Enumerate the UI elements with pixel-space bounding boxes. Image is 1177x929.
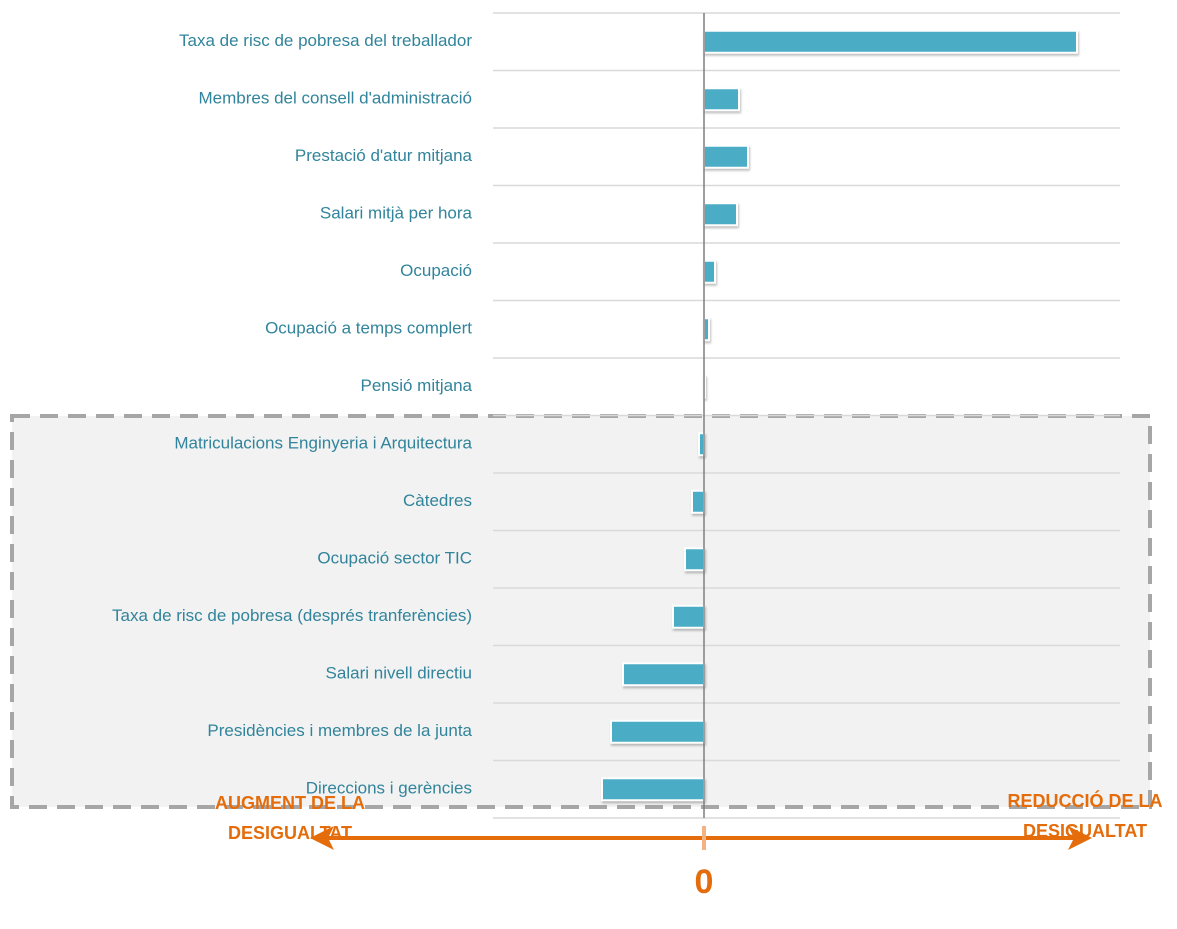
category-label: Càtedres <box>403 491 472 510</box>
bar <box>691 489 705 514</box>
annotation-left: AUGMENT DE LA <box>215 793 365 813</box>
bar <box>684 547 705 572</box>
bar <box>703 202 738 227</box>
bar <box>703 259 716 284</box>
bar <box>622 662 705 687</box>
bar <box>703 144 749 169</box>
category-label: Prestació d'atur mitjana <box>295 146 473 165</box>
category-label: Pensió mitjana <box>360 376 472 395</box>
category-label: Membres del consell d'administració <box>199 89 472 108</box>
arrow-head-right <box>1068 826 1092 850</box>
arrow-head-left <box>310 826 334 850</box>
category-label: Salari mitjà per hora <box>320 204 473 223</box>
category-label: Ocupació a temps complert <box>265 319 472 338</box>
annotation-right: DESIGUALTAT <box>1023 821 1147 841</box>
category-label: Matriculacions Enginyeria i Arquitectura <box>174 434 472 453</box>
annotation-right: REDUCCIÓ DE LA <box>1007 790 1162 811</box>
category-label: Taxa de risc de pobresa del treballador <box>179 31 472 50</box>
category-label: Presidències i membres de la junta <box>207 721 472 740</box>
category-label: Direccions i gerències <box>306 779 472 798</box>
bar <box>610 719 705 744</box>
highlight-box <box>10 414 1152 809</box>
category-label: Ocupació <box>400 261 472 280</box>
annotation-left: DESIGUALTAT <box>228 823 352 843</box>
category-label: Salari nivell directiu <box>326 664 472 683</box>
x-tick-label: 0 <box>695 863 714 901</box>
bar <box>672 604 705 629</box>
category-label: Ocupació sector TIC <box>317 549 472 568</box>
bar <box>601 777 705 802</box>
category-label: Taxa de risc de pobresa (després tranfer… <box>112 606 472 625</box>
bar <box>703 87 740 112</box>
bar <box>703 29 1078 54</box>
